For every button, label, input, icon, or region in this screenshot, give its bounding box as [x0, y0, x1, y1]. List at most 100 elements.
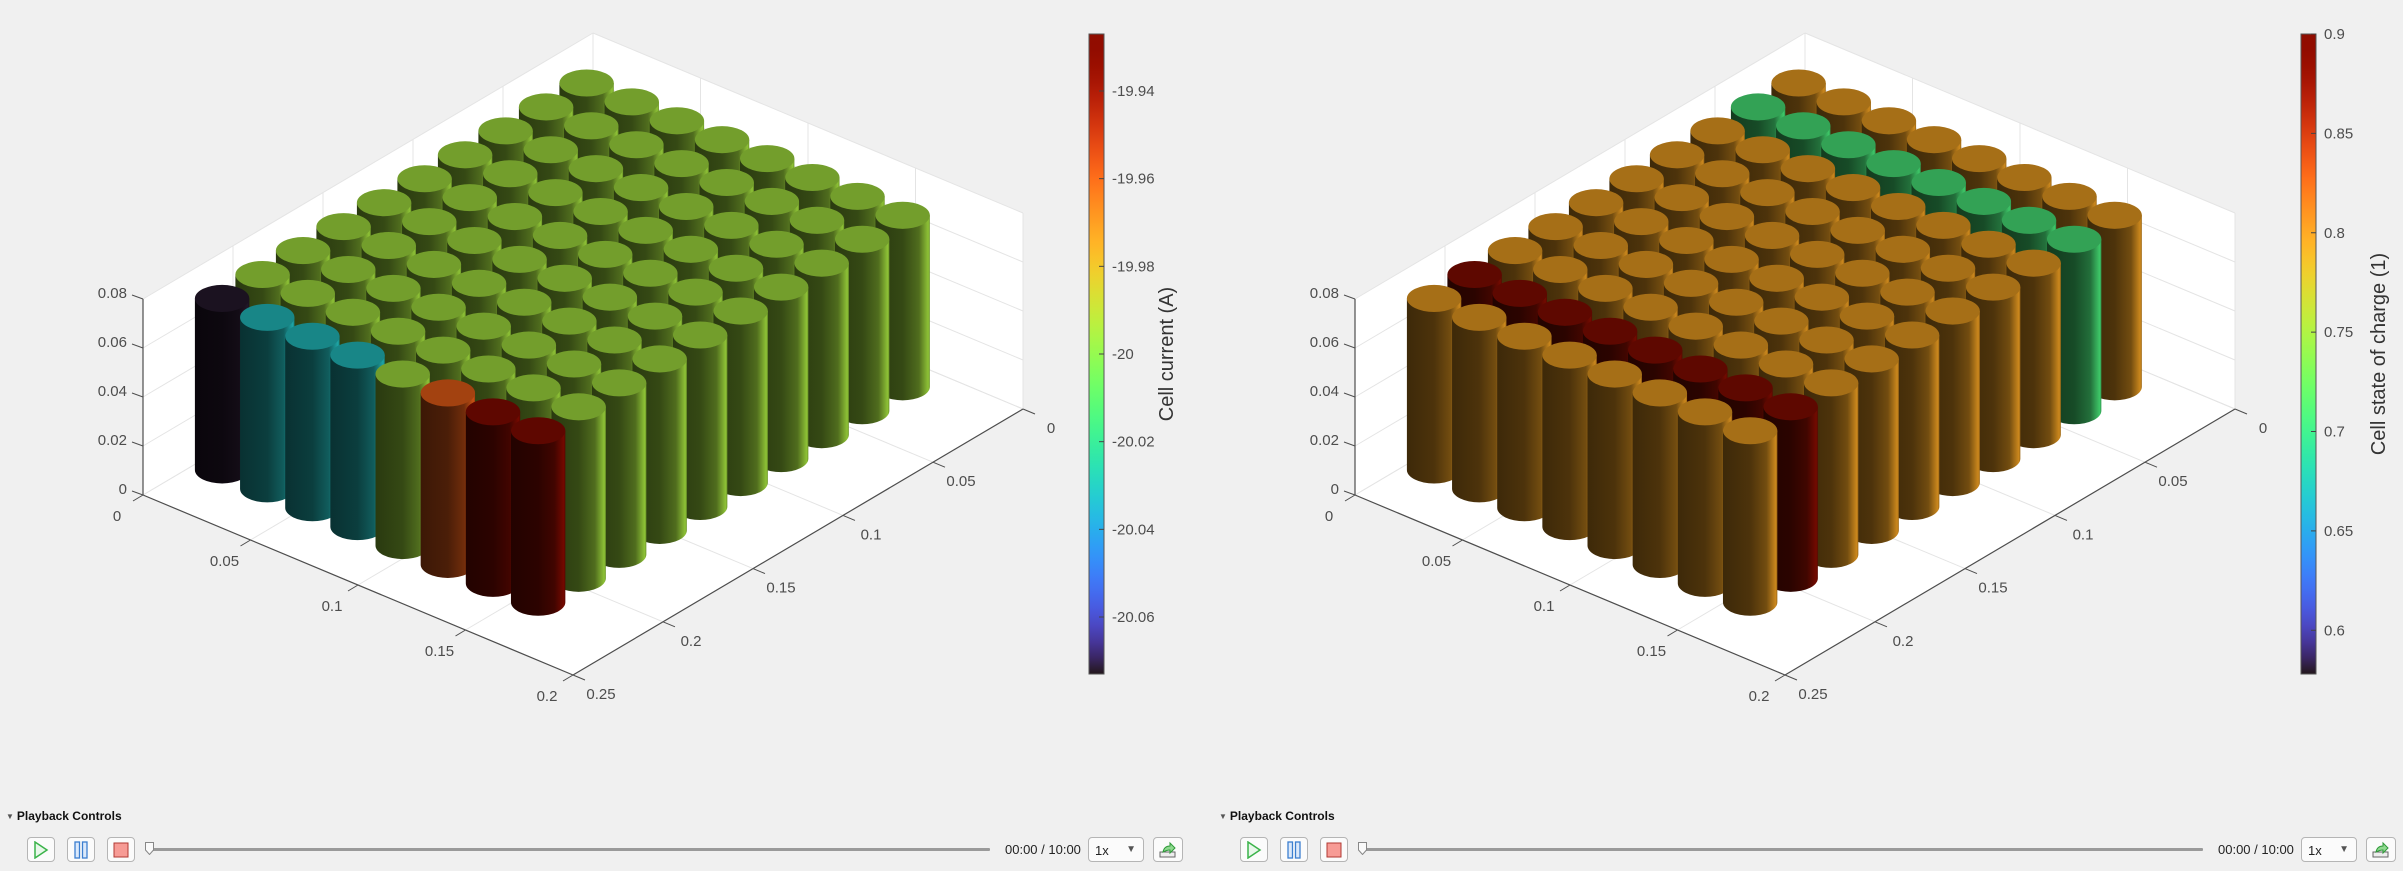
- cylinder-top: [1906, 126, 1962, 154]
- cylinder-top: [235, 260, 290, 289]
- cylinder-top: [659, 192, 714, 220]
- cylinder-bar: [285, 322, 340, 522]
- export-icon: [1159, 841, 1176, 857]
- y-tick: [1874, 621, 1888, 628]
- cylinder-top: [564, 112, 619, 140]
- cylinder-top: [356, 189, 412, 217]
- speed-value: 1x: [2308, 843, 2322, 858]
- y-tick-label: 0: [2259, 420, 2267, 437]
- cylinder-bar: [510, 417, 566, 616]
- cylinder-top: [1623, 293, 1678, 321]
- cylinder-top: [361, 232, 416, 260]
- cylinder-side: [194, 298, 250, 484]
- cylinder-top: [1790, 240, 1845, 268]
- cylinder-top: [663, 235, 719, 263]
- playback-controls-header[interactable]: ▼ Playback Controls: [1219, 809, 1335, 823]
- cylinder-bar: [420, 379, 476, 578]
- speed-dropdown[interactable]: 1x ▼: [1088, 837, 1144, 862]
- y-tick-label: 0.05: [946, 473, 975, 490]
- play-button[interactable]: [27, 837, 55, 862]
- z-tick: [131, 490, 144, 496]
- x-tick-label: 0: [113, 508, 121, 525]
- cylinder-top: [1695, 160, 1750, 188]
- cylinder-top: [1447, 260, 1502, 289]
- cylinder-top: [789, 206, 845, 234]
- chart-cell-soc[interactable]: 0 0.05 0.1 0.15 0.2 0 0.05 0.1 0.15 0.2 0.25 0 0.02 0…: [1310, 26, 2390, 705]
- cylinder-top: [834, 225, 890, 253]
- y-tick: [572, 674, 586, 681]
- x-tick-label: 0.15: [425, 643, 454, 660]
- cylinder-top: [375, 360, 430, 388]
- cylinder-top: [1911, 169, 1966, 197]
- cylinder-top: [1452, 303, 1507, 331]
- cylinder-top: [1875, 235, 1931, 263]
- cylinder-bar: [1452, 303, 1507, 503]
- cylinder-side: [375, 374, 430, 560]
- z-tick: [1343, 294, 1356, 300]
- cylinder-top: [1713, 331, 1769, 359]
- cylinder-side: [1406, 298, 1462, 484]
- time-readout: 00:00 / 10:00: [1005, 842, 1081, 857]
- colorbar-tick-label: -19.96: [1112, 171, 1155, 188]
- y-tick: [932, 461, 946, 468]
- colorbar-tick-label: -20.02: [1112, 434, 1155, 451]
- export-icon: [2372, 841, 2389, 857]
- cylinder-top: [2006, 249, 2061, 277]
- export-button[interactable]: [2366, 837, 2396, 862]
- speed-dropdown[interactable]: 1x ▼: [2301, 837, 2357, 862]
- cylinder-top: [568, 155, 624, 183]
- colorbar-tick-label: 0.85: [2324, 125, 2353, 142]
- x-tick: [562, 674, 574, 682]
- stop-icon: [1326, 842, 1342, 857]
- pause-button[interactable]: [67, 837, 95, 862]
- cylinder-top: [1735, 136, 1790, 164]
- cylinder-side: [1452, 317, 1507, 503]
- time-slider[interactable]: [150, 848, 990, 851]
- cylinder-bar: [194, 284, 250, 484]
- cylinder-top: [1497, 322, 1552, 350]
- z-tick-label: 0.06: [98, 334, 127, 351]
- cylinder-bar: [465, 398, 521, 597]
- cylinder-bar: [1542, 341, 1597, 541]
- cylinder-top: [275, 237, 331, 265]
- cylinder-top: [649, 107, 705, 135]
- collapse-triangle-icon[interactable]: ▼: [1219, 811, 1227, 821]
- z-tick-label: 0.02: [1310, 432, 1339, 449]
- play-button[interactable]: [1240, 837, 1268, 862]
- x-tick-label: 0: [1325, 508, 1333, 525]
- pause-icon: [1287, 840, 1301, 859]
- cylinder-top: [1763, 393, 1818, 421]
- time-slider[interactable]: [1363, 848, 2203, 851]
- cylinder-top: [1866, 150, 1921, 178]
- cylinder-top: [551, 393, 606, 421]
- cylinder-top: [1744, 221, 1800, 249]
- z-tick: [1343, 392, 1356, 398]
- x-tick: [1559, 584, 1571, 592]
- cylinder-top: [1835, 259, 1890, 287]
- collapse-triangle-icon[interactable]: ▼: [6, 811, 14, 821]
- pause-button[interactable]: [1280, 837, 1308, 862]
- chart-cell-current[interactable]: 0 0.05 0.1 0.15 0.2 0 0.05 0.1 0.15 0.2 0.25 0 0.02 0…: [98, 32, 1178, 705]
- cylinder-top: [416, 336, 471, 364]
- z-tick: [131, 343, 144, 349]
- stop-button[interactable]: [107, 837, 135, 862]
- playback-title: Playback Controls: [1229, 809, 1335, 823]
- time-slider-thumb[interactable]: [145, 842, 154, 855]
- cylinder-top: [2046, 225, 2102, 253]
- cylinder-top: [632, 345, 687, 373]
- cylinder-top: [1749, 264, 1804, 292]
- cylinder-top: [510, 417, 566, 445]
- playback-controls-header[interactable]: ▼ Playback Controls: [6, 809, 122, 823]
- time-slider-thumb[interactable]: [1358, 842, 1367, 855]
- export-button[interactable]: [1153, 837, 1183, 862]
- z-tick: [1343, 441, 1356, 447]
- cylinder-top: [1487, 237, 1543, 265]
- cylinder-side: [1632, 392, 1688, 578]
- cylinder-top: [1730, 93, 1786, 121]
- cylinder-top: [1794, 283, 1850, 311]
- colorbar: [2300, 33, 2317, 675]
- stop-button[interactable]: [1320, 837, 1348, 862]
- y-tick: [2234, 408, 2248, 415]
- cylinder-top: [437, 141, 493, 169]
- chevron-down-icon: ▼: [2339, 844, 2349, 855]
